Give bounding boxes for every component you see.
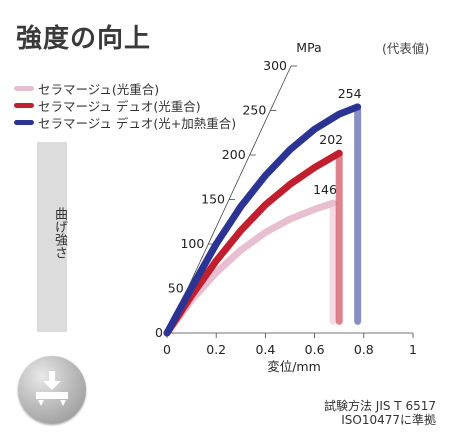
test-method-iso: ISO10477に準拠 [341,413,436,427]
series-line [163,149,343,337]
x-tick-label: 1 [409,342,417,357]
peak-value-label: 146 [313,182,337,197]
test-method-note: 試験方法 JIS T 6517 ISO10477に準拠 [312,399,436,427]
x-tick-label: 0 [163,342,171,357]
x-tick-label: 0.2 [206,342,226,357]
y-axis-title: MPa [296,40,321,55]
y-tick-label: 200 [222,147,246,162]
legend-swatch [14,86,34,91]
x-tick-label: 0.8 [354,342,374,357]
series-line [163,103,362,337]
y-tick-label: 100 [180,236,204,251]
legend-item: セラマージュ(光重合) [14,80,236,97]
page-title: 強度の向上 [16,24,152,54]
test-method-standard: 試験方法 JIS T 6517 [323,399,436,413]
legend-label: セラマージュ(光重合) [38,82,160,97]
legend-item: セラマージュ デュオ(光+加熱重合) [14,114,236,131]
chart-legend: セラマージュ(光重合) セラマージュ デュオ(光重合) セラマージュ デュオ(光… [14,80,236,131]
legend-swatch [14,120,34,125]
x-axis-title: 変位/mm [267,359,321,374]
flexural-test-glyph [36,371,68,406]
x-tick-label: 0.4 [255,342,275,357]
y-tick-label: 50 [168,281,184,296]
peak-value-label: 202 [319,132,343,147]
x-tick-label: 0.6 [305,342,325,357]
y-tick-label: 0 [155,325,163,340]
legend-swatch [14,103,34,108]
legend-label: セラマージュ デュオ(光+加熱重合) [38,116,237,131]
legend-item: セラマージュ デュオ(光重合) [14,97,236,114]
y-tick-label: 250 [242,103,266,118]
y-tick-label: 150 [201,192,225,207]
legend-label: セラマージュ デュオ(光重合) [38,99,201,114]
unit-note: (代表値) [382,41,430,56]
y-tick-label: 300 [263,58,287,73]
peak-value-label: 254 [338,86,362,101]
y-axis-category-panel: 曲げ強さ [37,142,67,332]
flexural-test-icon [18,356,86,424]
y-axis-category-label: 曲げ強さ [52,207,67,259]
